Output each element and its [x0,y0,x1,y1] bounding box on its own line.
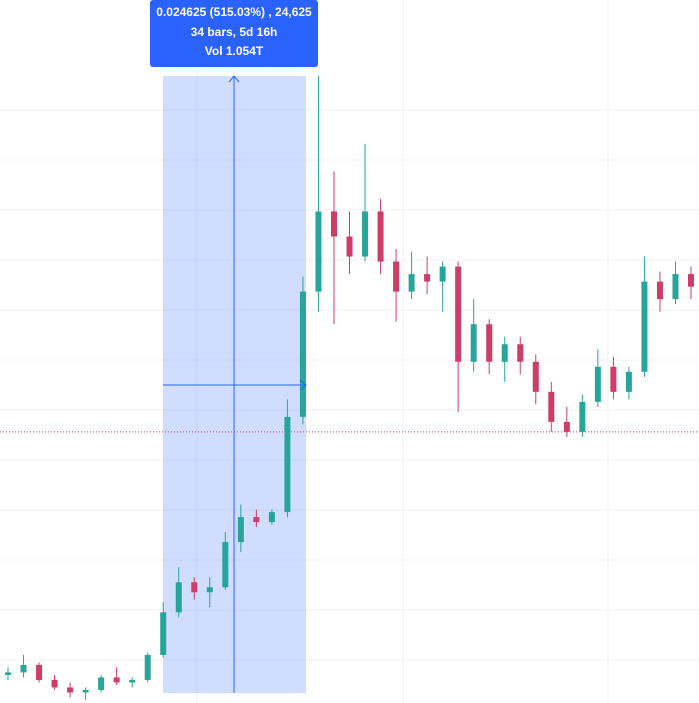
candle-body [393,261,400,292]
candle-body [424,274,431,282]
candle-body [548,391,555,422]
candle-body [315,211,322,292]
candle-body [377,211,384,262]
candle-body [470,324,477,362]
candle-body [408,274,415,292]
tooltip-volume: Vol 1.054T [205,44,264,58]
candle-body [532,361,539,392]
candle-body [346,236,353,257]
candles [5,76,694,700]
candle-body [98,677,105,690]
candle-body [113,677,120,683]
candle-body [237,517,244,543]
candle-body [672,274,679,300]
candle-body [175,582,182,613]
candle-body [222,542,229,588]
tooltip-bars: 34 bars, 5d 16h [191,25,278,39]
candle-body [563,421,570,432]
candle-body [594,366,601,402]
candle-body [688,274,694,287]
candle-body [362,211,369,257]
candle-body [501,344,508,362]
measure-tooltip [150,0,318,67]
tooltip-change: 0.024625 (515.03%) , 24,625 [156,5,312,19]
candle-body [579,401,586,432]
candle-body [517,344,524,362]
measure-arrows [163,75,307,693]
candle-body [191,582,198,593]
candle-body [625,371,632,392]
candle-body [5,672,11,675]
candle-body [641,281,648,372]
candle-body [284,416,291,513]
candle-body [160,612,167,655]
candle-body [439,266,446,282]
candle-body [610,366,617,392]
candle-body [206,587,213,593]
candle-body [36,664,43,680]
candle-body [268,512,275,523]
candle-body [330,211,337,237]
candle-body [455,266,462,362]
candle-body [129,679,136,683]
candle-body [144,654,151,680]
candle-body [656,281,663,300]
candle-body [299,291,306,417]
candle-body [51,679,58,688]
candle-body [253,517,260,523]
candle-body [486,324,493,362]
candle-body [82,689,89,693]
candle-body [67,687,74,693]
candle-body [20,664,27,673]
